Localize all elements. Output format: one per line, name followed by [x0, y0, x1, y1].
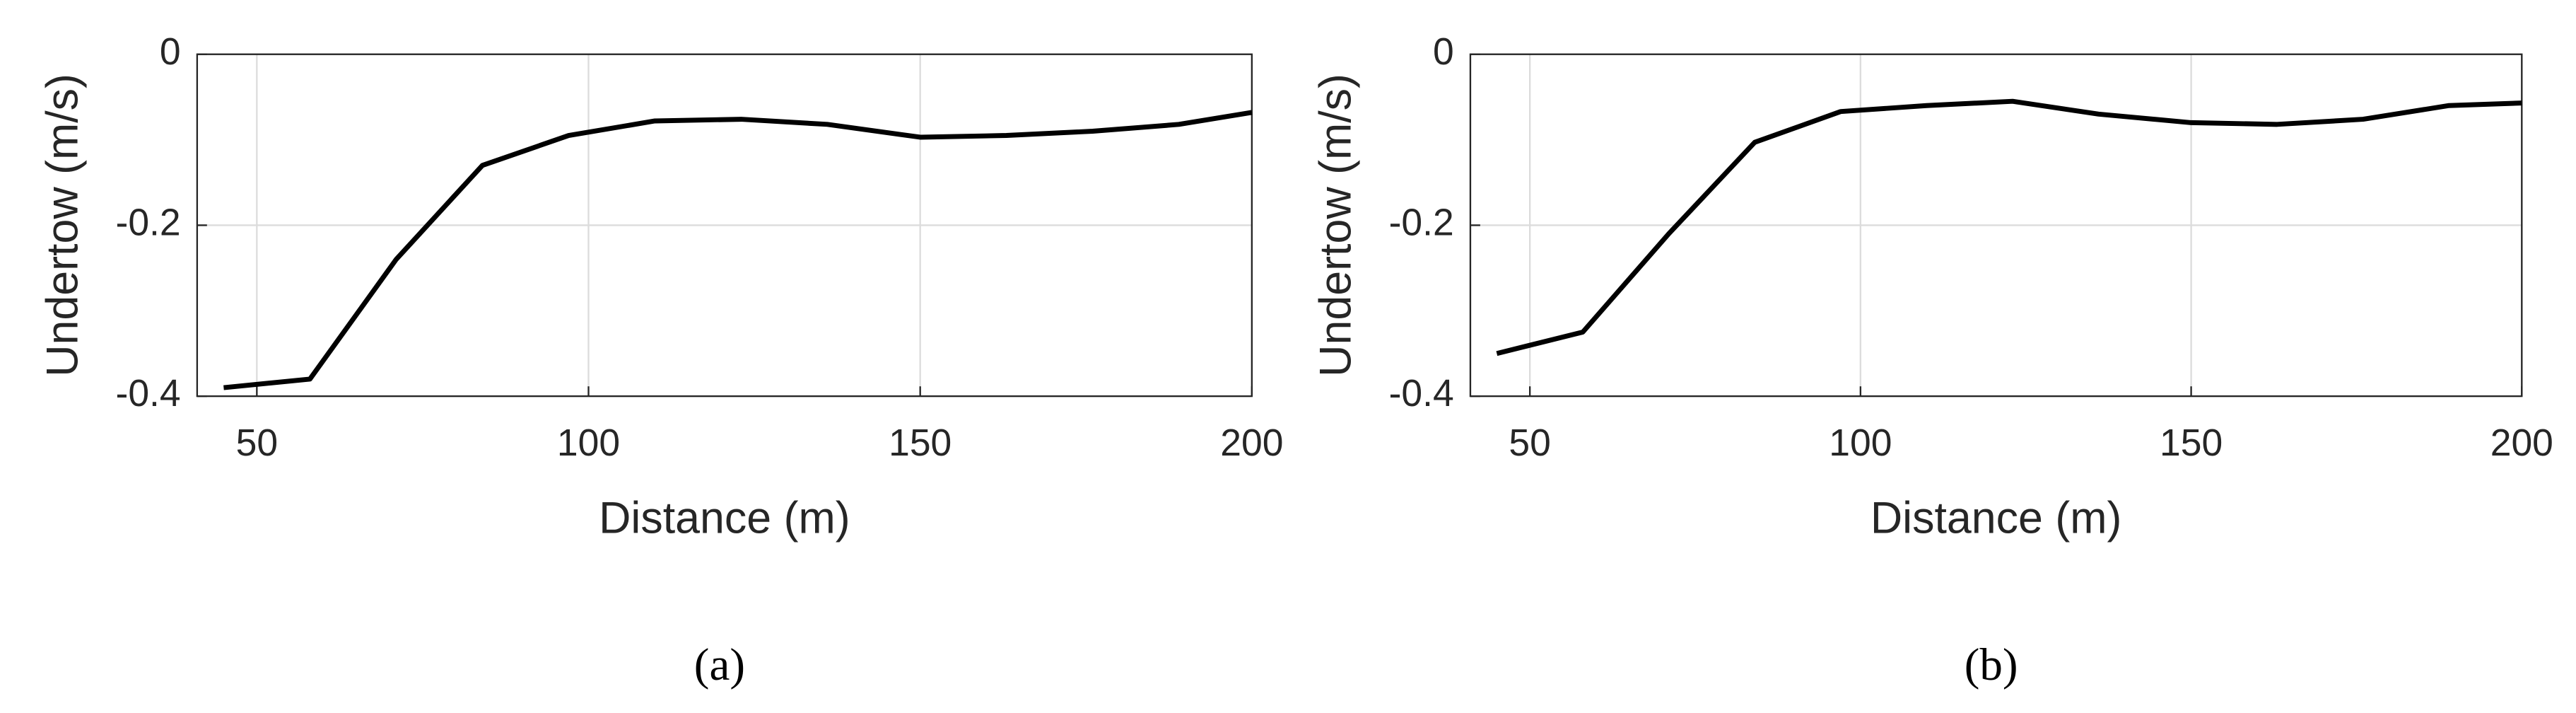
y-tick-label: -0.4 [1389, 373, 1454, 415]
y-axis-label: Undertow (m/s) [38, 74, 88, 377]
plot-frame [196, 53, 1253, 398]
x-axis-label: Distance (m) [1870, 493, 2122, 543]
x-tick-label: 150 [2160, 422, 2223, 464]
data-line [223, 110, 1253, 390]
x-axis-label: Distance (m) [599, 493, 850, 543]
y-tick-label: 0 [1433, 31, 1454, 73]
x-tick-label: 50 [1509, 422, 1550, 464]
y-tick-label: -0.2 [116, 202, 181, 244]
caption: (b) [1965, 639, 2018, 690]
y-tick-label: -0.4 [116, 373, 181, 415]
data-line [1496, 98, 2522, 356]
x-tick-label: 50 [236, 422, 278, 464]
x-tick-label: 150 [889, 422, 952, 464]
x-tick-label: 200 [2490, 422, 2553, 464]
caption: (a) [694, 639, 745, 690]
x-tick-label: 100 [1829, 422, 1892, 464]
x-tick-label: 200 [1220, 422, 1283, 464]
x-tick-label: 100 [557, 422, 620, 464]
y-axis-label: Undertow (m/s) [1311, 74, 1361, 377]
y-tick-label: 0 [160, 31, 181, 73]
plot-frame [1469, 53, 2523, 398]
y-tick-label: -0.2 [1389, 202, 1454, 244]
